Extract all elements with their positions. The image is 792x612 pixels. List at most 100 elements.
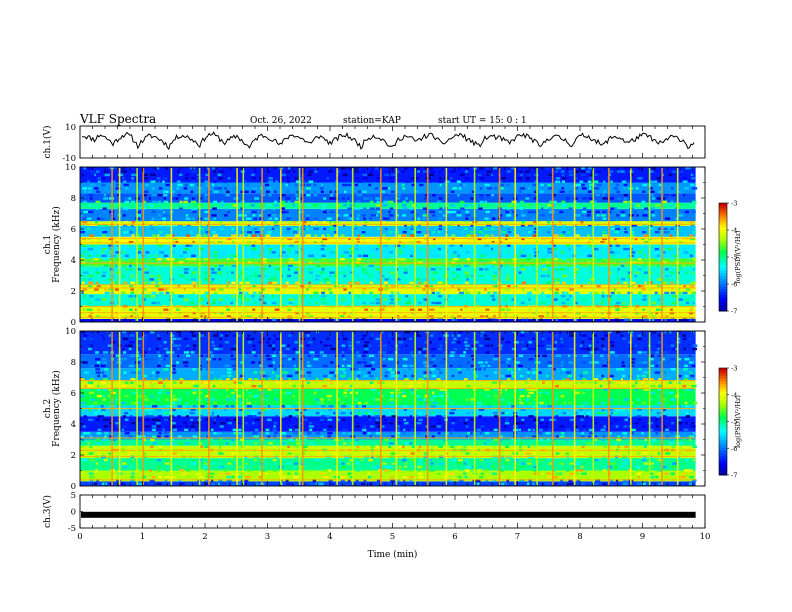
spectral-cell <box>238 274 241 278</box>
spectral-cell <box>328 288 332 291</box>
spectral-cell <box>375 301 381 305</box>
spectral-cell <box>450 401 455 405</box>
spectral-cell <box>658 190 663 193</box>
spectral-cell <box>484 268 489 271</box>
spectral-cell <box>401 459 407 462</box>
spectral-cell <box>609 374 614 378</box>
spectral-cell <box>155 254 159 257</box>
spectral-cell <box>527 210 533 214</box>
spectral-cell <box>458 187 462 190</box>
spectral-cell <box>124 295 127 298</box>
spectral-cell <box>239 264 243 268</box>
spectral-cell <box>637 337 642 341</box>
spectral-cell <box>422 214 427 217</box>
spectral-cell <box>149 278 155 281</box>
spectral-cell <box>115 284 121 288</box>
spectral-cell <box>463 318 466 321</box>
spectral-cell <box>292 395 295 398</box>
spectral-cell <box>176 258 179 261</box>
spectral-cell <box>479 268 484 271</box>
spectral-cell <box>547 337 550 341</box>
spectral-cell <box>308 298 313 301</box>
spectral-cell <box>210 268 215 271</box>
spectral-cell <box>340 475 346 479</box>
spectral-cell <box>162 384 166 388</box>
spectral-cell <box>251 264 254 268</box>
spectral-cell <box>429 398 434 401</box>
spectral-cell <box>245 388 249 391</box>
spectral-cell <box>274 217 279 220</box>
spectral-cell <box>343 271 346 274</box>
spectral-cell <box>274 204 279 207</box>
spectral-cell <box>320 190 324 193</box>
spectral-cell <box>384 469 390 472</box>
spectral-cell <box>321 415 326 418</box>
spectral-cell <box>130 288 135 291</box>
spectral-cell <box>388 278 392 281</box>
spectral-cell <box>129 334 135 337</box>
spectral-cell <box>672 167 675 170</box>
spectral-cell <box>402 364 408 368</box>
spectral-cell <box>417 465 423 469</box>
spectral-cell <box>192 405 197 408</box>
spectral-cell <box>199 288 203 291</box>
spectral-cell <box>156 177 161 180</box>
spectral-cell <box>499 381 504 384</box>
spectral-cell <box>300 358 303 361</box>
spectral-cell <box>629 364 635 368</box>
spectral-cell <box>199 368 203 371</box>
spectral-cell <box>87 442 90 445</box>
spectral-cell <box>172 381 177 384</box>
spectral-cell <box>238 291 243 295</box>
spectral-cell <box>683 347 686 351</box>
spectral-cell <box>528 298 531 301</box>
spectral-cell <box>157 194 163 197</box>
spectral-cell <box>486 194 490 197</box>
spectral-cell <box>526 398 529 401</box>
spectral-cell <box>531 264 535 268</box>
spectral-cell <box>549 418 555 421</box>
spectral-cell <box>158 281 163 284</box>
spectral-cell <box>397 432 401 435</box>
spectral-cell <box>199 187 202 190</box>
spectral-cell <box>636 472 642 475</box>
spectral-cell <box>658 183 662 187</box>
spectral-cell <box>103 210 107 214</box>
spectral-cell <box>162 428 165 432</box>
spectral-cell <box>538 411 542 415</box>
spectral-cell <box>437 422 442 425</box>
spectral-cell <box>307 354 311 357</box>
spectral-cell <box>306 187 311 190</box>
spectral-cell <box>135 432 141 435</box>
spectral-cell <box>416 422 422 425</box>
spectral-cell <box>163 452 167 455</box>
spectral-cell <box>364 220 368 224</box>
spectral-cell <box>123 207 129 210</box>
spectral-cell <box>615 425 619 428</box>
spectral-cell <box>690 237 696 241</box>
spectral-cell <box>685 459 689 462</box>
spectral-cell <box>254 428 259 432</box>
spectral-cell <box>292 347 296 351</box>
spectral-cell <box>422 207 427 210</box>
spectral-cell <box>383 200 388 204</box>
spectral-cell <box>367 472 371 475</box>
spectral-cell <box>416 395 420 398</box>
spectral-cell <box>327 170 334 173</box>
spectral-cell <box>95 207 99 210</box>
sferic-event <box>473 332 476 485</box>
spectral-cell <box>267 435 271 438</box>
spectral-cell <box>443 288 447 291</box>
spectral-cell <box>111 180 116 183</box>
start-time-label: start UT = 15: 0 : 1 <box>438 116 527 126</box>
spectral-cell <box>388 368 392 371</box>
spectral-cell <box>630 361 635 364</box>
spectral-cell <box>129 341 135 344</box>
spectral-cell <box>487 364 491 368</box>
spectral-cell <box>630 224 636 227</box>
spectral-cell <box>178 334 181 337</box>
spectral-cell <box>130 415 133 418</box>
spectral-cell <box>314 170 318 173</box>
spectral-cell <box>595 210 601 214</box>
spectral-cell <box>259 364 263 368</box>
